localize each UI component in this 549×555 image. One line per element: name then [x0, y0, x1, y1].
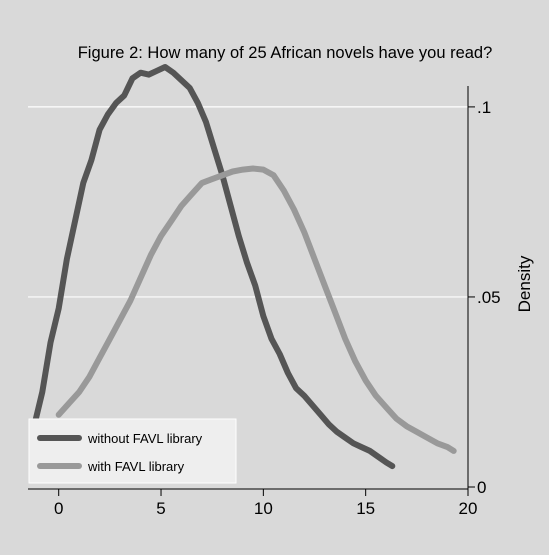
- series-line: [31, 64, 396, 470]
- data-series: [31, 64, 457, 470]
- x-tick-label: 10: [254, 499, 273, 518]
- axes: 0 5 10 15 20 0 .05 .1: [28, 86, 501, 518]
- y-axis-label: Density: [515, 255, 534, 312]
- legend: without FAVL library with FAVL library: [28, 418, 237, 484]
- x-tick-label: 20: [459, 499, 478, 518]
- y-tick-label: 0: [477, 478, 486, 497]
- x-tick-label: 15: [356, 499, 375, 518]
- series-line: [55, 165, 457, 454]
- chart-title: Figure 2: How many of 25 African novels …: [78, 44, 493, 62]
- legend-label: without FAVL library: [87, 431, 203, 446]
- legend-label: with FAVL library: [87, 459, 185, 474]
- x-tick-label: 0: [54, 499, 63, 518]
- legend-box: [28, 418, 237, 484]
- y-tick-label: .1: [477, 98, 491, 117]
- gridlines: [28, 106, 468, 298]
- y-tick-label: .05: [477, 288, 501, 307]
- x-tick-label: 5: [156, 499, 165, 518]
